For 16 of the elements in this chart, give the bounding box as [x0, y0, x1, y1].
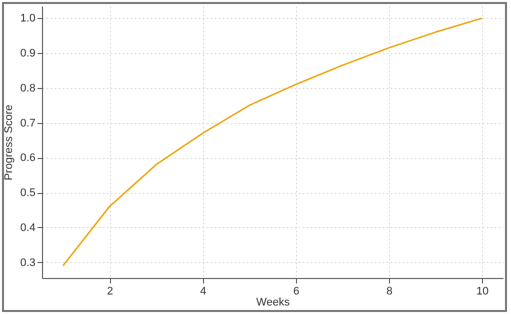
- x-tick-label: 10: [476, 286, 489, 298]
- y-tick-label: 0.6: [20, 152, 36, 164]
- y-axis-title: Progress Score: [3, 104, 16, 180]
- x-axis-title: Weeks: [256, 296, 290, 308]
- y-tick-label: 0.7: [20, 117, 36, 130]
- x-tick-label: 2: [106, 286, 114, 298]
- y-tick-label: 0.8: [20, 82, 36, 94]
- y-tick-label: 0.5: [20, 187, 36, 200]
- y-tick-label: 0.3: [20, 256, 36, 269]
- y-tick-label: 0.4: [20, 222, 36, 234]
- x-tick-label: 6: [293, 286, 300, 298]
- x-tick-label: 8: [386, 286, 392, 298]
- y-tick-label: 0.9: [20, 48, 36, 60]
- y-tick-label: 1.0: [20, 12, 36, 25]
- x-tick-label: 4: [200, 286, 206, 298]
- line-series: [62, 17, 483, 267]
